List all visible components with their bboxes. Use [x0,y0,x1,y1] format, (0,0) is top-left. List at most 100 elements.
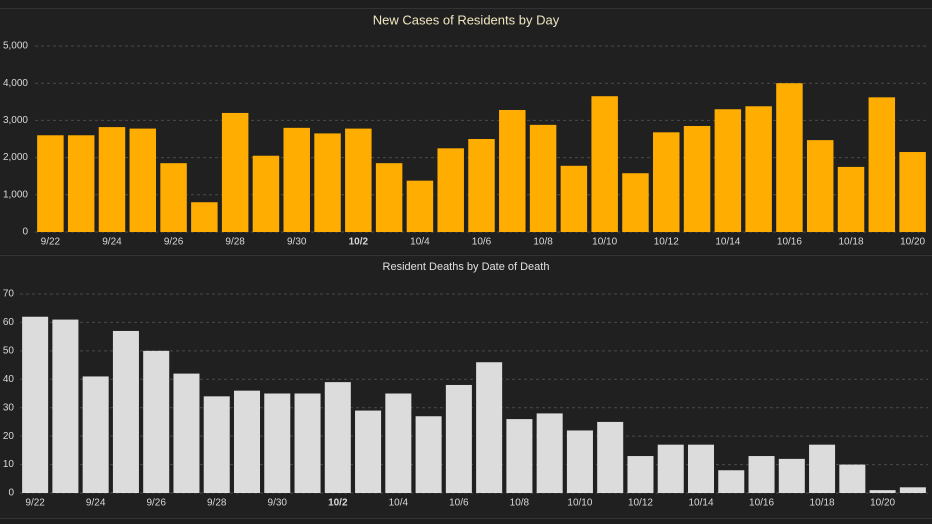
bar [67,135,95,232]
y-tick-label: 3,000 [3,115,28,126]
y-tick-label: 40 [3,374,15,385]
bar [22,316,49,493]
bar [714,109,742,232]
bar [869,490,896,493]
x-tick-label: 10/8 [533,237,553,248]
x-tick-label: 10/18 [839,237,864,248]
bar [506,419,533,493]
x-tick-label: 10/16 [777,237,802,248]
y-tick-label: 70 [3,289,15,300]
bar [806,140,834,232]
y-tick-label: 1,000 [3,189,28,200]
y-tick-label: 60 [3,317,15,328]
bar [345,128,372,232]
bar [112,330,139,493]
x-tick-label: 9/26 [146,498,166,509]
bar [203,396,230,493]
bar [252,155,280,232]
bar [314,133,341,232]
y-tick-label: 5,000 [3,41,28,52]
bar [294,393,321,493]
bar [536,413,563,493]
bar [683,125,711,232]
bar [745,106,772,232]
y-tick-label: 0 [8,488,14,499]
x-tick-label: 10/20 [900,237,925,248]
x-tick-label: 9/22 [25,498,45,509]
bar [657,444,684,493]
x-tick-label: 10/2 [328,498,348,509]
bar [355,410,382,493]
bar [839,464,866,493]
bar [899,487,926,493]
bar [687,444,715,493]
bar [560,165,588,232]
bar [809,444,836,493]
y-tick-label: 4,000 [3,78,28,89]
bar [499,109,526,232]
bar [597,421,624,493]
x-tick-label: 10/20 [870,498,895,509]
bar [324,382,351,493]
bar [566,430,593,493]
bar [778,458,805,493]
bar [160,163,187,232]
bar [385,393,412,493]
bar [718,470,745,493]
bar [173,373,200,493]
bar [415,416,442,493]
bar [98,127,126,232]
x-tick-label: 10/12 [654,237,679,248]
bar [52,319,79,493]
bar [837,166,865,232]
bar [129,128,157,232]
x-tick-label: 9/24 [102,237,122,248]
x-tick-label: 9/30 [268,498,288,509]
bar [437,148,464,232]
x-tick-label: 9/24 [86,498,106,509]
x-tick-label: 10/4 [410,237,430,248]
bar [37,135,64,232]
y-tick-label: 30 [3,402,15,413]
bar [82,376,109,493]
x-tick-label: 10/10 [567,498,592,509]
bar [375,163,403,232]
bar [476,362,503,493]
x-tick-label: 10/14 [688,498,713,509]
y-tick-label: 20 [3,431,15,442]
x-tick-label: 9/26 [164,237,184,248]
x-tick-label: 10/4 [389,498,409,509]
bar [627,456,654,493]
bar [776,83,803,232]
bar [591,96,618,232]
y-tick-label: 50 [3,345,15,356]
bar [283,127,310,232]
y-tick-label: 10 [3,459,15,470]
x-tick-label: 9/28 [225,237,245,248]
bar [191,202,218,232]
x-tick-label: 10/16 [749,498,774,509]
x-tick-label: 10/18 [810,498,835,509]
x-tick-label: 9/28 [207,498,227,509]
bar [233,390,261,493]
x-tick-label: 10/10 [592,237,617,248]
bar [622,173,649,232]
x-tick-label: 10/6 [449,498,469,509]
y-tick-label: 2,000 [3,152,28,163]
bar [899,152,926,232]
x-tick-label: 10/2 [349,237,369,248]
x-tick-label: 9/22 [41,237,61,248]
bar [468,139,495,232]
bar [653,132,680,232]
bar [143,350,170,493]
bar [868,97,896,232]
x-tick-label: 10/8 [510,498,530,509]
bar [748,456,775,493]
bar [221,112,249,232]
x-tick-label: 10/14 [715,237,740,248]
bar [529,124,557,232]
y-tick-label: 0 [22,227,28,238]
chart-title: New Cases of Residents by Day [373,12,560,27]
x-tick-label: 10/12 [628,498,653,509]
